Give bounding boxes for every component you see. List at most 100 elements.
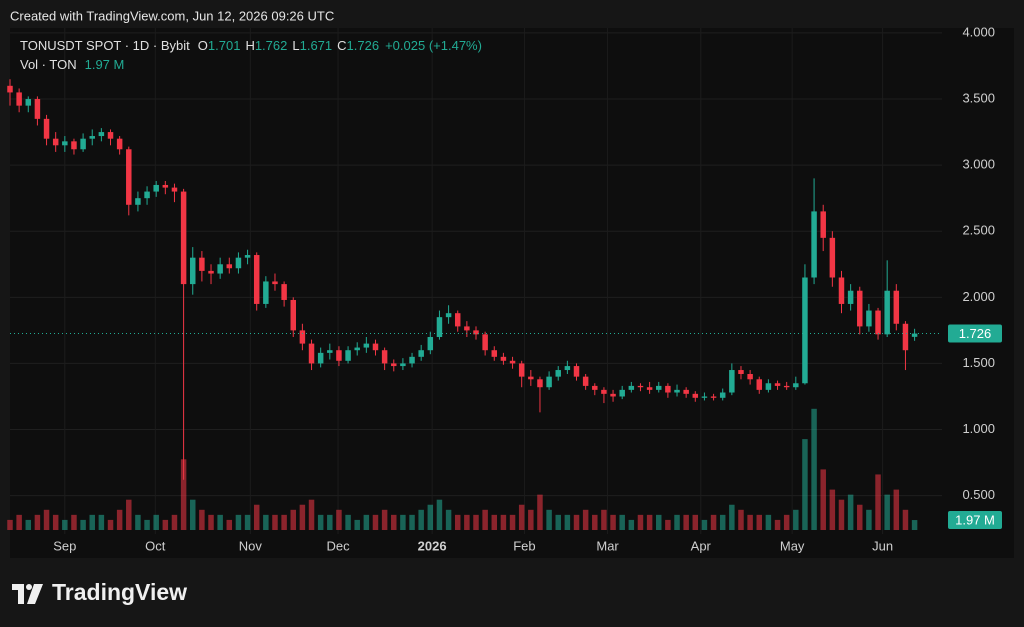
y-tick-label: 2.500 (962, 223, 995, 238)
candle-body (454, 313, 461, 327)
x-tick-label: Mar (596, 538, 619, 553)
candle-body (683, 389, 689, 394)
candle-body (847, 290, 854, 304)
volume-bar (391, 514, 397, 530)
candle-body (43, 118, 50, 139)
volume-bar (235, 514, 242, 530)
candle-body (628, 385, 635, 390)
volume-bar (454, 514, 461, 530)
volume-bar (107, 519, 114, 530)
volume-bar (710, 514, 717, 530)
candle-body (692, 393, 699, 398)
volume-bar (582, 509, 589, 530)
volume-bar (564, 514, 571, 530)
candle-body (126, 149, 132, 205)
candle-body (327, 350, 333, 353)
volume-bar (253, 504, 260, 530)
created-note: Created with TradingView.com, Jun 12, 20… (10, 8, 334, 23)
y-tick-label: 4.000 (962, 24, 995, 39)
volume-bar (144, 519, 150, 530)
volume-bar (884, 494, 890, 530)
ohlc-key: H (245, 38, 254, 53)
candle-body (98, 132, 105, 137)
y-tick-label: 2.000 (962, 289, 995, 304)
volume-bar (847, 494, 854, 530)
volume-bar (902, 509, 909, 530)
candle-body (838, 277, 845, 304)
volume-bar (491, 514, 498, 530)
volume-bar (546, 509, 552, 530)
candle-body (253, 255, 260, 304)
volume-bar (400, 514, 406, 530)
volume-bar (665, 519, 671, 530)
candle-body (263, 281, 269, 304)
volume-bar (126, 499, 132, 530)
candle-body (135, 198, 141, 205)
ohlc-key: O (198, 38, 208, 53)
y-tick-label: 1.000 (962, 421, 995, 436)
candle-body (518, 363, 525, 377)
candle-body (208, 270, 214, 274)
volume-bar (829, 489, 836, 530)
candle-body (235, 257, 242, 269)
volume-bar (683, 514, 689, 530)
volume-bar (199, 509, 205, 530)
candle-body (116, 138, 123, 150)
candle-body (747, 374, 753, 380)
volume-bar (783, 514, 790, 530)
x-tick-label: 2026 (418, 538, 447, 553)
volume-bar (80, 519, 86, 530)
candle-body (363, 343, 370, 348)
candle-body (811, 211, 817, 278)
candle-body (299, 330, 306, 344)
volume-bar (436, 499, 443, 530)
volume-bar (637, 514, 644, 530)
candle-body (272, 281, 278, 285)
volume-bar (354, 519, 360, 530)
candle-body (866, 310, 872, 327)
y-tick-label: 3.500 (962, 90, 995, 105)
candle-body (345, 350, 351, 361)
logo-dot (26, 584, 32, 590)
candle-body (308, 343, 315, 364)
symbol-legend: TONUSDT SPOT · 1D · Bybit O1.701 H1.762 L1.… (20, 38, 482, 53)
volume-bar (409, 514, 415, 530)
x-tick-label: Oct (145, 538, 166, 553)
change: +0.025 (+1.47%) (385, 38, 482, 53)
ohlc-value: 1.726 (347, 38, 380, 53)
candle-body (701, 396, 708, 398)
volume-bar (875, 474, 881, 530)
candle-body (473, 330, 479, 335)
candle-body (537, 379, 543, 388)
candle-body (729, 370, 735, 393)
candle-body (400, 363, 406, 367)
volume-bar (729, 504, 735, 530)
logo-mark (12, 584, 24, 604)
volume-bar (180, 459, 187, 530)
volume-bar (263, 514, 269, 530)
candle-body (16, 92, 22, 106)
volume-bar (116, 509, 123, 530)
volume-bar (308, 499, 315, 530)
candle-body (153, 184, 159, 192)
volume-bar (98, 514, 105, 530)
volume-bar (418, 509, 424, 530)
volume-bar (857, 504, 863, 530)
ohlc-value: 1.671 (300, 38, 333, 53)
chart-panel (10, 28, 1014, 558)
volume-bar (555, 514, 561, 530)
volume-bar (473, 514, 479, 530)
candle-body (902, 323, 909, 351)
volume-value: 1.97 M (85, 57, 125, 72)
candle-body (445, 313, 452, 318)
candle-body (738, 370, 744, 375)
volume-bar (619, 514, 625, 530)
volume-bar (692, 514, 699, 530)
volume-bar (62, 519, 68, 530)
candle-body (427, 336, 434, 351)
candle-body (71, 141, 77, 150)
candle-body (555, 370, 561, 377)
candle-body (500, 356, 507, 361)
volume-bar (327, 514, 333, 530)
